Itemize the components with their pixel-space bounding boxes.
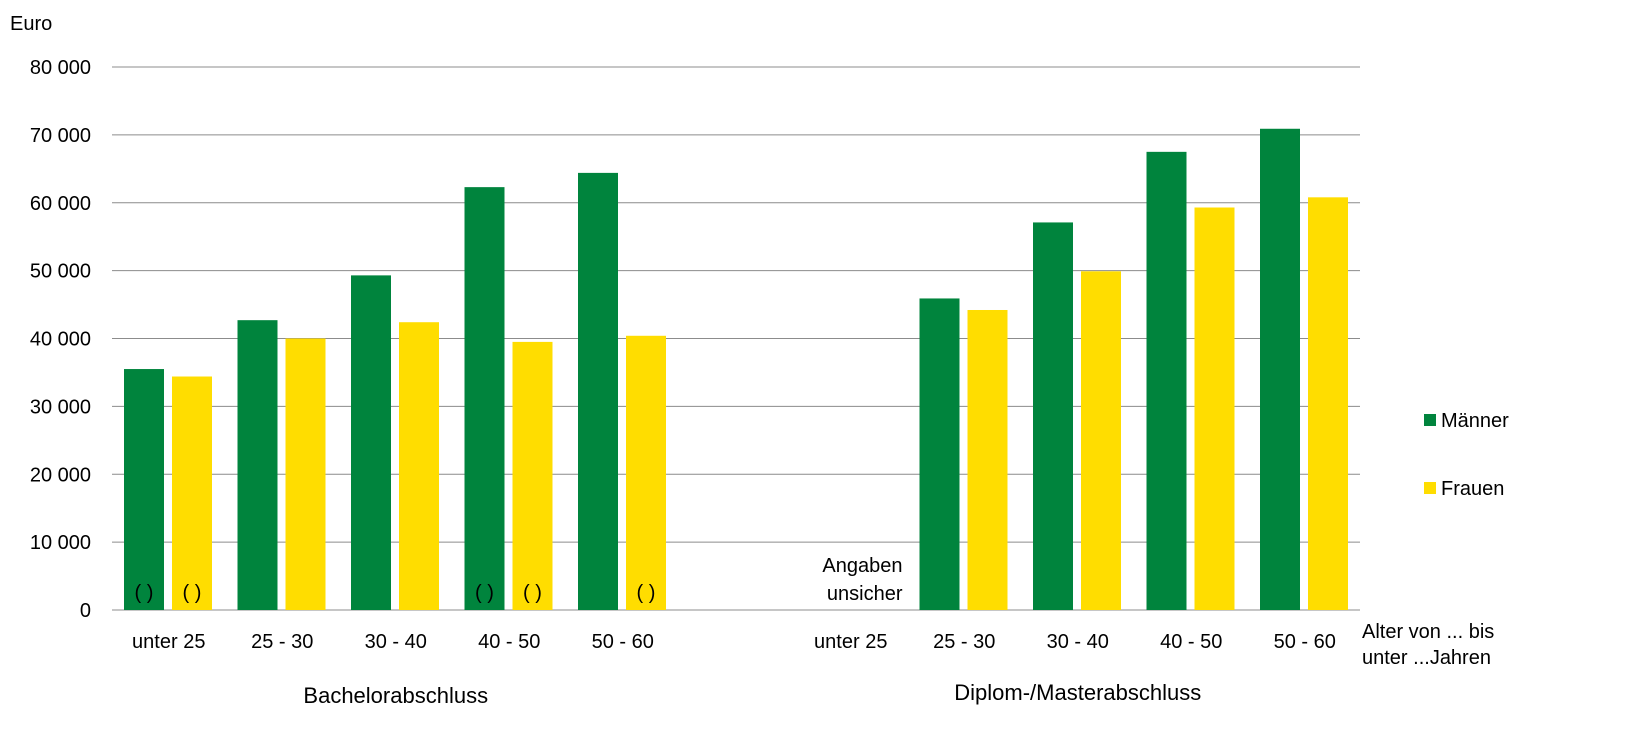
uncertain-flag: ( ) [183, 582, 202, 604]
uncertain-flag: ( ) [475, 582, 494, 604]
bar-maenner [124, 369, 164, 610]
group-labels: Bachelorabschluss Diplom-/Masterabschluss [303, 680, 1201, 708]
bar-frauen [626, 335, 666, 610]
bar-maenner [237, 320, 278, 610]
y-tick-label: 50 000 [30, 261, 91, 283]
x-tick-label: unter 25 [814, 631, 887, 653]
x-tick-labels: unter 25 25 - 30 30 - 40 40 - 50 50 - 60 unte… [132, 631, 1336, 653]
bar-frauen [967, 309, 1008, 610]
x-axis-label: unter ...Jahren [1362, 647, 1491, 669]
bars [124, 128, 1348, 611]
x-tick-label: unter 25 [132, 631, 205, 653]
x-axis-label: Alter von ... bis [1362, 621, 1494, 643]
legend-label-maenner: Männer [1441, 410, 1509, 432]
annotation-text: unsicher [827, 583, 903, 605]
bar-frauen [1081, 271, 1121, 610]
y-axis-label: Euro [10, 13, 52, 35]
bar-maenner [578, 172, 618, 610]
bar-maenner [1260, 128, 1300, 611]
axis-labels: Euro Angaben unsicher Alter von ... bis unte… [10, 13, 1494, 669]
bar-frauen [1308, 197, 1348, 610]
bar-frauen [172, 376, 212, 610]
y-tick-label: 20 000 [30, 464, 91, 486]
bar-frauen [399, 322, 439, 610]
bar-frauen [512, 341, 553, 610]
uncertain-flag: ( ) [523, 582, 542, 604]
uncertain-flag: ( ) [135, 582, 154, 604]
bar-frauen [1194, 207, 1235, 610]
group-label: Bachelorabschluss [303, 683, 488, 708]
bar-frauen [285, 338, 326, 610]
y-tick-labels: 0 10 000 20 000 30 000 40 000 50 000 60 000 70 … [30, 57, 91, 622]
y-tick-label: 80 000 [30, 57, 91, 79]
legend-label-frauen: Frauen [1441, 478, 1504, 500]
x-tick-label: 25 - 30 [933, 631, 995, 653]
y-tick-label: 0 [80, 600, 91, 622]
annotation-text: Angaben [822, 555, 902, 577]
uncertain-flag: ( ) [637, 582, 656, 604]
x-tick-label: 30 - 40 [1047, 631, 1109, 653]
y-tick-label: 40 000 [30, 329, 91, 351]
y-tick-label: 10 000 [30, 532, 91, 554]
legend: Männer Frauen [1424, 410, 1509, 500]
uncertainty-flags: ( ) ( ) ( ) ( ) ( ) [135, 582, 656, 604]
y-tick-label: 70 000 [30, 125, 91, 147]
x-tick-label: 50 - 60 [592, 631, 654, 653]
x-tick-label: 30 - 40 [365, 631, 427, 653]
x-tick-label: 40 - 50 [478, 631, 540, 653]
legend-swatch-frauen [1424, 482, 1436, 494]
y-tick-label: 30 000 [30, 396, 91, 418]
x-tick-label: 50 - 60 [1274, 631, 1336, 653]
bar-maenner [351, 275, 391, 610]
bar-maenner [1033, 222, 1073, 610]
bar-maenner [919, 298, 960, 610]
y-tick-label: 60 000 [30, 193, 91, 215]
bar-maenner [464, 187, 505, 611]
legend-swatch-maenner [1424, 414, 1436, 426]
x-tick-label: 25 - 30 [251, 631, 313, 653]
bar-maenner [1146, 151, 1187, 610]
group-label: Diplom-/Masterabschluss [954, 680, 1201, 705]
x-tick-label: 40 - 50 [1160, 631, 1222, 653]
